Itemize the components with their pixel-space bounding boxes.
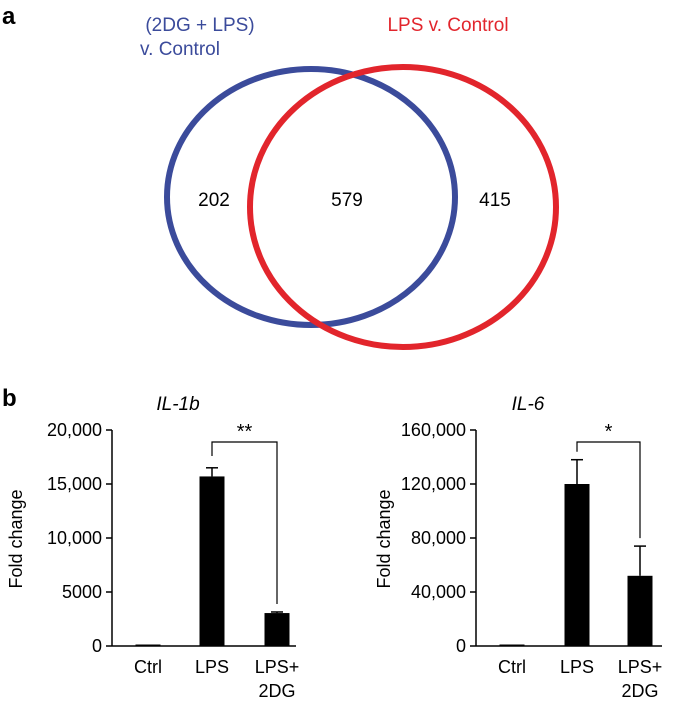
venn-left-label-line2: v. Control <box>140 39 220 60</box>
il1b-y-tick-label: 20,000 <box>47 420 102 440</box>
il1b-significance-label: ** <box>237 421 253 443</box>
bar-chart-il6: IL-6 Fold change 0 40,000 80,000 120,000 160,0… <box>374 394 662 701</box>
il1b-bar <box>264 613 290 646</box>
il6-y-tick-label: 160,000 <box>401 420 466 440</box>
venn-diagram: (2DG + LPS) v. Control LPS v. Control 20… <box>140 15 559 350</box>
venn-circle-right <box>247 64 559 350</box>
il1b-y-tick-label: 15,000 <box>47 474 102 494</box>
il1b-y-tick-label: 0 <box>92 636 102 656</box>
il6-y-axis-title: Fold change <box>374 489 394 588</box>
il1b-category-label: Ctrl <box>134 657 162 677</box>
il6-y-tick-label: 0 <box>456 636 466 656</box>
bar-chart-il1b: IL-1b Fold change 0 5000 10,000 15,000 20,000 C… <box>6 394 299 701</box>
venn-left-label-line1: (2DG + LPS) <box>145 15 254 36</box>
il1b-bar <box>199 476 225 646</box>
venn-count-both: 579 <box>331 190 363 211</box>
il1b-y-tick-label: 10,000 <box>47 528 102 548</box>
panel-b-label: b <box>2 385 17 412</box>
il1b-title: IL-1b <box>156 394 199 415</box>
il6-significance-bracket <box>576 441 641 539</box>
il6-bar <box>627 575 653 646</box>
il6-title: IL-6 <box>512 394 545 415</box>
il6-y-tick-label: 120,000 <box>401 474 466 494</box>
il6-bar <box>499 644 525 646</box>
il6-category-label: LPS+ <box>618 657 663 677</box>
il6-category-label-line2: 2DG <box>621 681 658 701</box>
il6-category-label: Ctrl <box>498 657 526 677</box>
venn-right-label: LPS v. Control <box>387 15 508 36</box>
il1b-category-label-line2: 2DG <box>258 681 295 701</box>
il6-category-label: LPS <box>560 657 594 677</box>
il6-y-tick-label: 80,000 <box>411 528 466 548</box>
il6-bar <box>564 484 590 646</box>
venn-count-left-only: 202 <box>198 190 230 211</box>
il6-y-tick-label: 40,000 <box>411 582 466 602</box>
panel-a-label: a <box>2 3 16 30</box>
venn-count-right-only: 415 <box>479 190 511 211</box>
il1b-y-axis-title: Fold change <box>6 489 26 588</box>
il1b-significance-bracket <box>211 441 278 604</box>
venn-circle-left <box>164 66 458 328</box>
il1b-category-label: LPS+ <box>255 657 300 677</box>
il6-significance-label: * <box>605 421 613 443</box>
il1b-y-tick-label: 5000 <box>62 582 102 602</box>
il1b-category-label: LPS <box>195 657 229 677</box>
il1b-bar <box>135 644 161 646</box>
